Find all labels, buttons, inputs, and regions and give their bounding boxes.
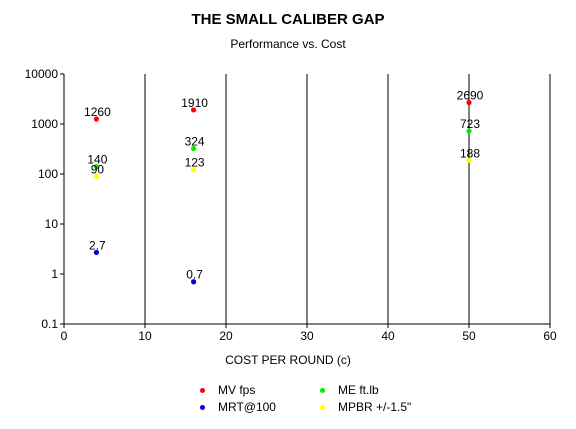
legend-item-me: ME ft.lb [320, 383, 379, 397]
y-tick-label: 1 [51, 267, 58, 281]
y-tick-label: 1000 [31, 117, 58, 131]
data-label: 123 [185, 156, 205, 170]
y-tick-label: 10000 [25, 67, 59, 81]
legend-marker-mpbr [320, 404, 325, 410]
data-point [93, 116, 99, 122]
x-tick-label: 50 [462, 329, 476, 343]
x-tick-label: 0 [61, 329, 68, 343]
data-point [466, 99, 472, 106]
data-point [466, 128, 472, 134]
legend-label-me: ME ft.lb [338, 383, 379, 397]
x-tick-label: 30 [300, 329, 314, 343]
legend-marker-me [320, 387, 325, 393]
data-point [191, 107, 197, 113]
x-tick-label: 20 [219, 329, 233, 343]
data-label: 90 [91, 162, 105, 176]
x-tick-label: 10 [138, 329, 152, 343]
legend-item-mrt: MRT@100 [200, 400, 276, 414]
chart-title: THE SMALL CALIBER GAP [191, 11, 385, 28]
data-label: 2.7 [89, 238, 106, 252]
x-tick-label: 60 [543, 329, 557, 343]
data-label: 1260 [84, 105, 111, 119]
legend-item-mv: MV fps [200, 383, 255, 397]
data-label: 324 [185, 134, 205, 148]
data-label: 1910 [181, 96, 208, 110]
data-point [191, 145, 197, 152]
data-point [93, 249, 99, 256]
chart-subtitle: Performance vs. Cost [230, 37, 346, 51]
y-tick-label: 100 [38, 167, 58, 181]
legend-marker-mrt [200, 404, 205, 410]
data-point [466, 157, 472, 163]
x-axis-label: COST PER ROUND (c) [225, 353, 351, 367]
data-label: 2690 [457, 89, 484, 103]
y-tick-label: 10 [45, 217, 59, 231]
legend-marker-mv [200, 387, 205, 393]
data-point [93, 173, 99, 179]
legend-item-mpbr: MPBR +/-1.5" [320, 400, 411, 414]
data-label: 723 [460, 117, 480, 131]
data-label: 188 [460, 146, 480, 160]
data-point [93, 164, 99, 170]
legend-label-mv: MV fps [218, 383, 256, 397]
data-label: 0.7 [186, 268, 203, 282]
y-tick-label: 0.1 [41, 317, 58, 331]
data-point [191, 279, 197, 285]
x-tick-label: 40 [381, 329, 395, 343]
legend-label-mpbr: MPBR +/-1.5" [338, 400, 412, 414]
data-label: 140 [87, 153, 107, 167]
legend-label-mrt: MRT@100 [218, 400, 276, 414]
data-point [191, 166, 197, 173]
